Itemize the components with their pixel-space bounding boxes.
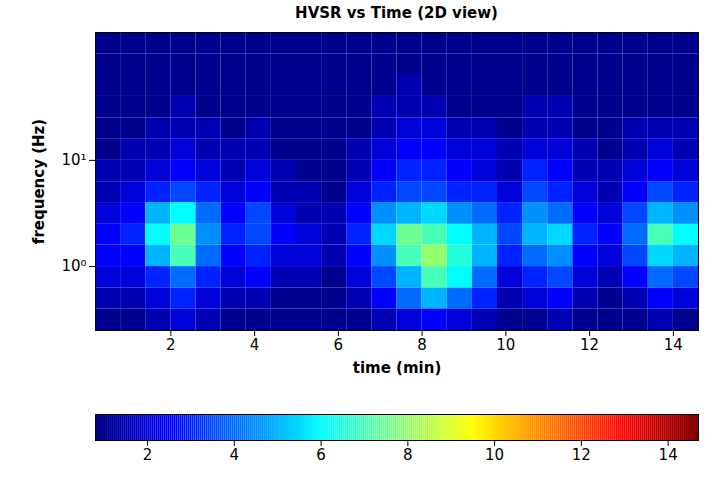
svg-text:time (min): time (min) — [353, 359, 442, 377]
svg-text:4: 4 — [230, 446, 240, 464]
svg-text:10¹: 10¹ — [61, 151, 86, 169]
svg-text:10⁰: 10⁰ — [61, 257, 86, 275]
svg-text:12: 12 — [580, 336, 599, 354]
svg-text:8: 8 — [403, 446, 413, 464]
svg-text:8: 8 — [417, 336, 427, 354]
svg-text:10: 10 — [485, 446, 504, 464]
svg-text:14: 14 — [659, 446, 678, 464]
svg-text:2: 2 — [166, 336, 176, 354]
svg-text:10: 10 — [496, 336, 515, 354]
svg-text:14: 14 — [664, 336, 683, 354]
svg-text:2: 2 — [143, 446, 153, 464]
svg-text:12: 12 — [572, 446, 591, 464]
svg-text:6: 6 — [316, 446, 326, 464]
svg-text:6: 6 — [334, 336, 344, 354]
html-text:HVSR vs Time (2D view): HVSR vs Time (2D view) — [295, 4, 498, 22]
svg-text:4: 4 — [250, 336, 260, 354]
svg-text:frequency (Hz): frequency (Hz) — [30, 119, 48, 244]
